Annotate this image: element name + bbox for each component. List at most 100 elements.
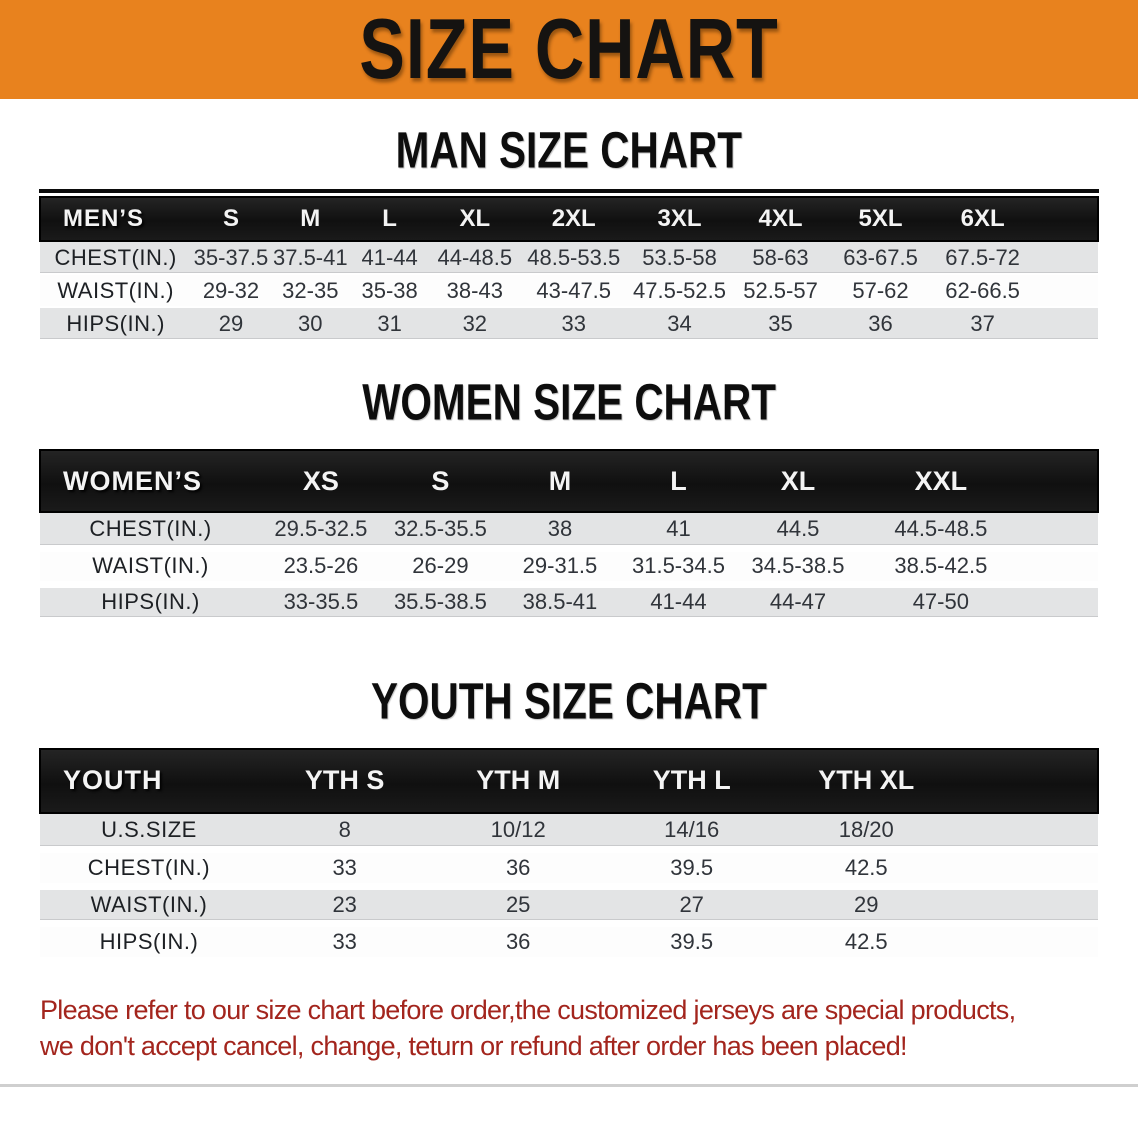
size-header-cell: 4XL <box>731 196 830 242</box>
value-cell: 8 <box>257 812 432 853</box>
table-row: U.S.SIZE 8 10/12 14/16 18/20 <box>40 812 1098 853</box>
row-label: CHEST(IN.) <box>40 241 192 275</box>
size-header-cell: M <box>270 196 350 242</box>
value-cell: 31.5-34.5 <box>619 548 738 588</box>
value-cell: 26-29 <box>380 548 501 588</box>
value-cell: 33 <box>520 307 628 341</box>
spacer-cell <box>1033 196 1099 242</box>
womens-header-row: WOMEN’S XS S M L XL XXL <box>38 449 1100 513</box>
row-label: HIPS(IN.) <box>40 584 262 624</box>
value-cell: 44.5 <box>737 512 859 552</box>
value-cell: 30 <box>270 307 350 341</box>
mens-size-table: MEN’S S M L XL 2XL 3XL 4XL 5XL 6XL CHEST… <box>38 189 1099 341</box>
spacer-cell <box>1033 241 1098 275</box>
size-header-cell: 6XL <box>931 196 1034 242</box>
value-cell: 32-35 <box>270 274 350 308</box>
value-cell: 38.5-42.5 <box>858 548 1023 588</box>
value-cell: 35-38 <box>349 274 430 308</box>
value-cell: 42.5 <box>778 923 955 964</box>
value-cell: 35 <box>731 307 830 341</box>
size-header-cell: XL <box>737 449 859 513</box>
size-header-cell: YTH S <box>257 747 432 814</box>
value-cell: 58-63 <box>731 241 830 275</box>
value-cell: 47.5-52.5 <box>627 274 732 308</box>
value-cell: 41 <box>619 512 738 552</box>
spacer-cell <box>954 747 1099 814</box>
value-cell: 29 <box>778 886 955 927</box>
row-label: WAIST(IN.) <box>40 274 192 308</box>
value-cell: 32 <box>429 307 521 341</box>
womens-corner-label: WOMEN’S <box>38 449 262 513</box>
value-cell: 41-44 <box>349 241 430 275</box>
size-header-cell: 2XL <box>520 196 628 242</box>
spacer-cell <box>1022 548 1098 588</box>
size-header-cell: YTH M <box>431 747 605 814</box>
value-cell: 36 <box>431 923 605 964</box>
size-header-cell: YTH XL <box>778 747 955 814</box>
row-label: HIPS(IN.) <box>40 307 192 341</box>
spacer-cell <box>1022 584 1098 624</box>
size-header-cell: XXL <box>858 449 1023 513</box>
value-cell: 53.5-58 <box>627 241 732 275</box>
row-label: CHEST(IN.) <box>40 512 262 552</box>
size-header-cell: M <box>500 449 620 513</box>
value-cell: 33 <box>257 923 432 964</box>
value-cell: 36 <box>829 307 932 341</box>
size-header-cell: XS <box>261 449 381 513</box>
value-cell: 38-43 <box>429 274 521 308</box>
value-cell: 29-32 <box>191 274 271 308</box>
womens-size-table: WOMEN’S XS S M L XL XXL CHEST(IN.) 29.5-… <box>38 449 1100 624</box>
value-cell: 35-37.5 <box>191 241 271 275</box>
value-cell: 18/20 <box>778 812 955 853</box>
table-row: WAIST(IN.) 23.5-26 26-29 29-31.5 31.5-34… <box>40 548 1098 588</box>
value-cell: 62-66.5 <box>931 274 1034 308</box>
size-header-cell: XL <box>429 196 521 242</box>
spacer-cell <box>1022 512 1098 552</box>
value-cell: 10/12 <box>431 812 605 853</box>
value-cell: 33 <box>257 849 432 890</box>
value-cell: 67.5-72 <box>931 241 1034 275</box>
youth-corner-label: YOUTH <box>39 747 258 814</box>
table-row: HIPS(IN.) 33-35.5 35.5-38.5 38.5-41 41-4… <box>40 584 1098 624</box>
spacer-cell <box>1022 449 1100 513</box>
row-label: CHEST(IN.) <box>40 849 258 890</box>
value-cell: 34 <box>627 307 732 341</box>
value-cell: 23 <box>257 886 432 927</box>
value-cell: 44-48.5 <box>429 241 521 275</box>
spacer-cell <box>1033 307 1098 341</box>
value-cell: 47-50 <box>858 584 1023 624</box>
value-cell: 63-67.5 <box>829 241 932 275</box>
value-cell: 57-62 <box>829 274 932 308</box>
size-header-cell: YTH L <box>604 747 779 814</box>
value-cell: 29.5-32.5 <box>261 512 381 552</box>
spacer-cell <box>954 849 1098 890</box>
value-cell: 31 <box>349 307 430 341</box>
table-row: CHEST(IN.) 35-37.5 37.5-41 41-44 44-48.5… <box>40 241 1098 275</box>
value-cell: 41-44 <box>619 584 738 624</box>
size-header-cell: S <box>380 449 501 513</box>
size-header-cell: 5XL <box>829 196 932 242</box>
men-heading-text: MAN SIZE CHART <box>395 121 743 179</box>
table-row: WAIST(IN.) 29-32 32-35 35-38 38-43 43-47… <box>40 274 1098 308</box>
row-label: U.S.SIZE <box>40 812 258 853</box>
table-row: CHEST(IN.) 33 36 39.5 42.5 <box>40 849 1098 890</box>
youth-header-row: YOUTH YTH S YTH M YTH L YTH XL <box>39 747 1099 814</box>
mens-header-row: MEN’S S M L XL 2XL 3XL 4XL 5XL 6XL <box>38 196 1099 242</box>
value-cell: 38 <box>500 512 620 552</box>
value-cell: 42.5 <box>778 849 955 890</box>
value-cell: 36 <box>431 849 605 890</box>
size-header-cell: 3XL <box>627 196 732 242</box>
value-cell: 33-35.5 <box>261 584 381 624</box>
size-header-cell: S <box>191 196 271 242</box>
value-cell: 52.5-57 <box>731 274 830 308</box>
table-row: CHEST(IN.) 29.5-32.5 32.5-35.5 38 41 44.… <box>40 512 1098 552</box>
women-section-heading: WOMEN SIZE CHART <box>0 373 1138 430</box>
value-cell: 32.5-35.5 <box>380 512 501 552</box>
value-cell: 39.5 <box>604 849 779 890</box>
value-cell: 37 <box>931 307 1034 341</box>
value-cell: 44-47 <box>737 584 859 624</box>
row-label: HIPS(IN.) <box>40 923 258 964</box>
value-cell: 43-47.5 <box>520 274 628 308</box>
value-cell: 27 <box>604 886 779 927</box>
value-cell: 48.5-53.5 <box>520 241 628 275</box>
